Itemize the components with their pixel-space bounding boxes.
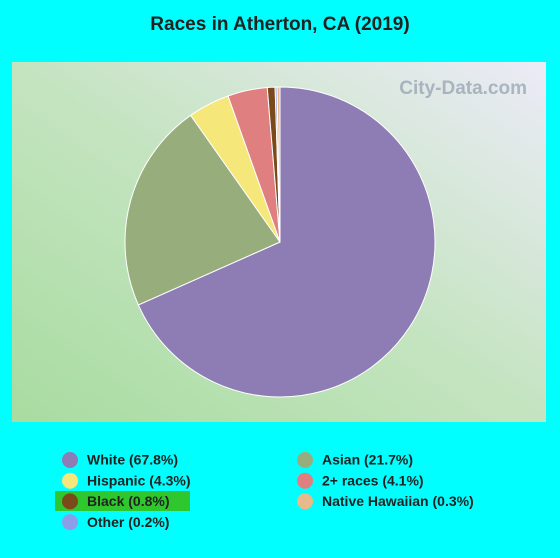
legend-label: Asian (21.7%) [322, 452, 413, 468]
legend-label: Black (0.8%) [87, 493, 169, 509]
chart-title: Races in Atherton, CA (2019) [150, 14, 409, 35]
legend-label: Native Hawaiian (0.3%) [322, 493, 474, 509]
legend-swatch [297, 493, 313, 510]
legend-swatch [297, 472, 313, 489]
legend-swatch [297, 452, 313, 468]
legend-swatch [62, 472, 78, 489]
pie-slice [137, 86, 436, 398]
legend-swatch [62, 514, 78, 531]
legend-swatch [62, 452, 78, 468]
legend-label: White (67.8%) [87, 452, 178, 468]
pie-slice [276, 86, 281, 243]
legend-label: Other (0.2%) [87, 514, 169, 530]
legend-label: 2+ races (4.1%) [322, 472, 424, 488]
legend-highlight [55, 491, 190, 511]
legend-swatch [62, 493, 78, 510]
watermark: City-Data.com [399, 78, 527, 99]
pie-slice [124, 114, 281, 306]
legend-label: Hispanic (4.3%) [87, 472, 190, 488]
